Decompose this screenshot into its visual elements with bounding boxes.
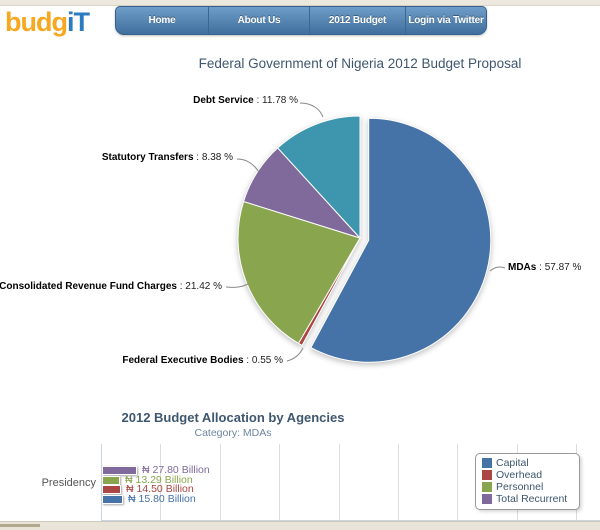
legend-item-overhead[interactable]: Overhead — [482, 469, 573, 481]
nav-item-home[interactable]: Home — [116, 7, 209, 34]
bar-chart-legend: Capital Overhead Personnel Total Recurrent — [475, 453, 580, 510]
legend-item-capital[interactable]: Capital — [482, 457, 573, 469]
pie-slice-debt-service[interactable] — [277, 115, 361, 240]
bar-value-label-overhead: ₦ 14.50 Billion — [126, 483, 194, 495]
scrollbar-thumb[interactable] — [0, 524, 40, 527]
top-edge-strip — [0, 0, 600, 6]
legend-swatch — [482, 482, 492, 492]
bar-chart-subtitle: Category: MDAs — [194, 427, 272, 439]
pie-label-connector — [225, 283, 249, 288]
bottom-scrollbar[interactable] — [0, 521, 600, 530]
pie-label-federal-executive-bodies: Federal Executive Bodies : 0.55 % — [122, 355, 283, 366]
main-nav: Home About Us 2012 Budget Login via Twit… — [115, 6, 487, 35]
legend-swatch — [482, 494, 492, 504]
bar-value-label-personnel: ₦ 13.29 Billion — [125, 474, 193, 486]
legend-label: Overhead — [496, 468, 543, 481]
pie-slice-mdas[interactable] — [310, 117, 492, 363]
pie-label-crf-charges: Consolidated Revenue Fund Charges : 21.4… — [0, 281, 222, 292]
legend-item-personnel[interactable]: Personnel — [482, 481, 573, 493]
nav-item-about-us[interactable]: About Us — [209, 7, 310, 34]
pie-label-statutory-transfers: Statutory Transfers : 8.38 % — [101, 152, 233, 163]
pie-label-connector — [236, 158, 260, 173]
pie-label-connector — [286, 347, 304, 362]
pie-label-connector — [299, 102, 324, 118]
legend-swatch — [482, 458, 492, 468]
pie-label-connector — [489, 266, 506, 272]
pie-label-mdas: MDAs : 57.87 % — [508, 262, 582, 273]
legend-label: Personnel — [496, 480, 544, 493]
pie-chart-title: Federal Government of Nigeria 2012 Budge… — [198, 56, 522, 71]
logo-text-budg: budg — [5, 7, 68, 37]
pie-label-debt-service: Debt Service : 11.78 % — [193, 95, 298, 106]
legend-swatch — [482, 470, 492, 480]
bar-chart-title: 2012 Budget Allocation by Agencies — [121, 410, 345, 425]
bar-value-label-total-recurrent: ₦ 27.80 Billion — [142, 464, 210, 476]
logo-text-it: iT — [66, 7, 90, 37]
bar-value-label-capital: ₦ 15.80 Billion — [128, 493, 196, 505]
bar-capital[interactable] — [102, 495, 123, 504]
category-label-presidency: Presidency — [41, 477, 96, 489]
legend-label: Total Recurrent — [496, 492, 568, 505]
nav-item-login-via-twitter[interactable]: Login via Twitter — [408, 15, 484, 26]
legend-label: Capital — [496, 456, 529, 469]
bar-overhead[interactable] — [102, 485, 121, 494]
nav-item-2012-budget[interactable]: 2012 Budget — [310, 7, 406, 34]
legend-item-total-recurrent[interactable]: Total Recurrent — [482, 493, 573, 505]
bar-personnel[interactable] — [102, 476, 120, 485]
bar-total-recurrent[interactable] — [102, 466, 137, 475]
logo[interactable]: budgiT — [5, 7, 90, 38]
pie-slice-consolidated-revenue-fund-charges[interactable] — [237, 200, 361, 345]
